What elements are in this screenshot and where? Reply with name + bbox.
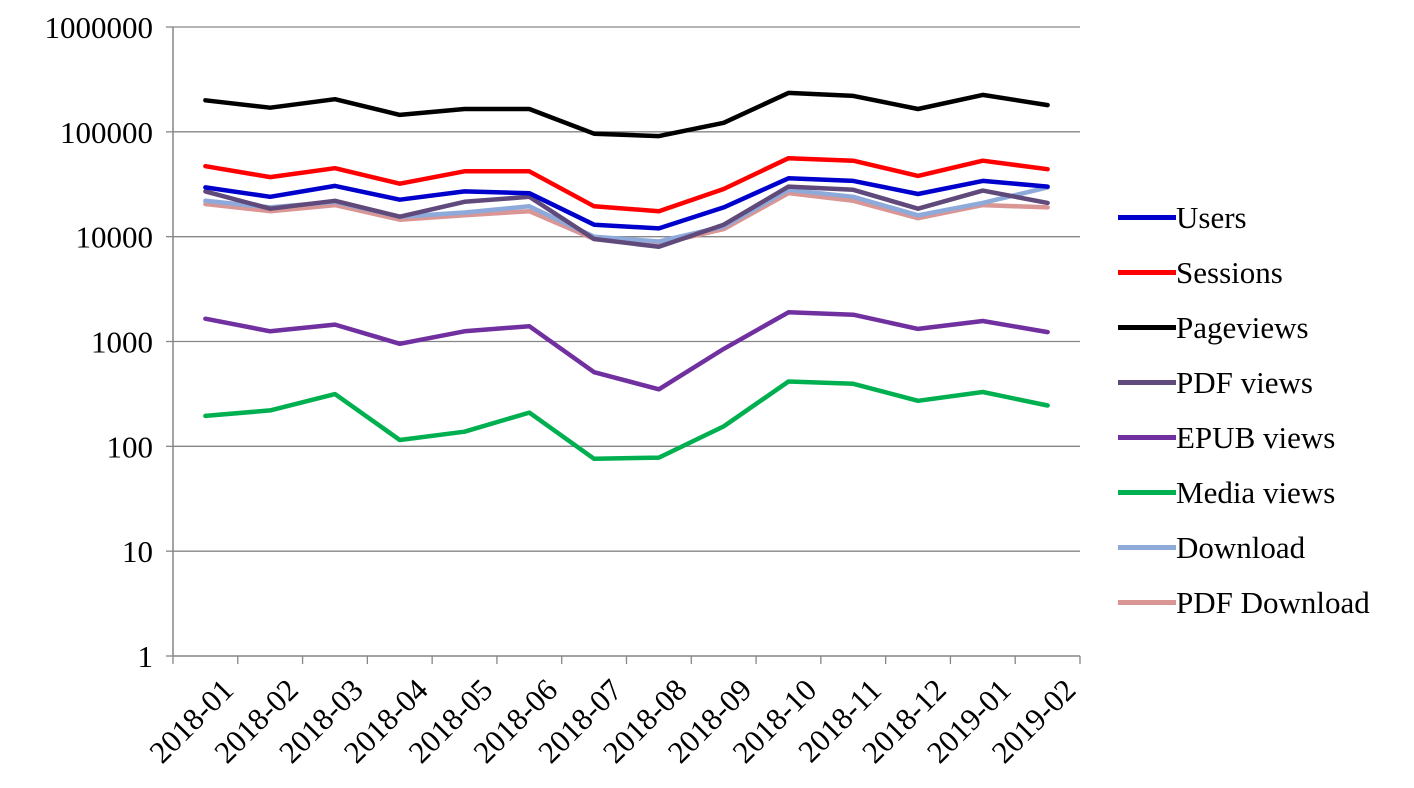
legend-swatch [1118, 490, 1176, 495]
legend-item-download: Download [1118, 520, 1370, 575]
series-line-media-views [203, 379, 1050, 462]
legend-item-pdf-download: PDF Download [1118, 575, 1370, 630]
legend-label: EPUB views [1176, 419, 1336, 455]
axes [166, 26, 1081, 664]
legend-label: PDF views [1176, 364, 1313, 400]
legend-label: Sessions [1176, 254, 1283, 290]
y-tick-label: 1000000 [45, 10, 154, 45]
legend-swatch [1118, 545, 1176, 550]
series-line-users [203, 176, 1050, 231]
y-tick-label: 1000 [91, 325, 153, 360]
legend-swatch [1118, 380, 1176, 385]
y-tick-label: 100 [107, 429, 154, 464]
legend-item-users: Users [1118, 190, 1370, 245]
legend-label: Media views [1176, 474, 1336, 510]
legend-swatch [1118, 600, 1176, 605]
gridlines [173, 26, 1080, 552]
legend-swatch [1118, 215, 1176, 220]
series-line-pdf-views [203, 184, 1050, 250]
legend-item-sessions: Sessions [1118, 245, 1370, 300]
y-tick-label: 100000 [60, 115, 153, 150]
legend: Users Sessions Pageviews PDF views EPUB view… [1118, 190, 1370, 630]
series-line-sessions [203, 155, 1050, 214]
legend-swatch [1118, 270, 1176, 275]
legend-item-epub-views: EPUB views [1118, 410, 1370, 465]
legend-swatch [1118, 435, 1176, 440]
series-line-epub-views [203, 310, 1050, 392]
legend-item-media-views: Media views [1118, 465, 1370, 520]
legend-label: PDF Download [1176, 584, 1370, 620]
legend-label: Pageviews [1176, 309, 1309, 345]
legend-label: Download [1176, 529, 1306, 565]
y-tick-label: 10 [122, 534, 153, 569]
legend-swatch [1118, 325, 1176, 330]
legend-label: Users [1176, 199, 1247, 235]
y-axis-tick-labels: 1 10 100 1000 10000 100000 1000000 [45, 10, 154, 674]
y-tick-label: 1 [138, 639, 154, 674]
y-tick-label: 10000 [76, 220, 154, 255]
legend-item-pageviews: Pageviews [1118, 300, 1370, 355]
x-axis-tick-labels: 2018-012018-022018-032018-042018-052018-… [142, 672, 1082, 770]
series-line-pageviews [203, 90, 1050, 139]
series-lines [203, 90, 1050, 462]
legend-item-pdf-views: PDF views [1118, 355, 1370, 410]
